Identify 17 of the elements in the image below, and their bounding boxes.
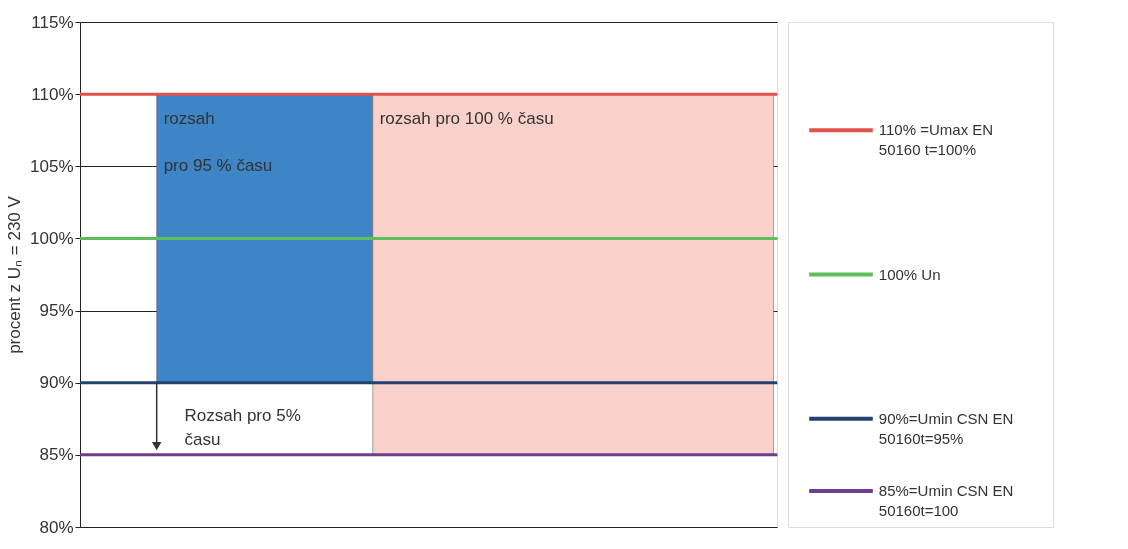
annotation: rozsah xyxy=(163,109,215,128)
y-tick-label: 110% xyxy=(31,84,74,104)
y-tick-label: 80% xyxy=(39,517,74,537)
legend-label: 90%=Umin CSN EN 50160t=95% xyxy=(878,409,1014,447)
legend-label: 85%=Umin CSN EN 50160t=100 xyxy=(878,481,1014,519)
legend-label: 110% =Umax EN 50160 t=100% xyxy=(878,121,994,159)
y-tick-label: 85% xyxy=(39,445,74,465)
annotation: rozsah pro 100 % času xyxy=(379,109,554,128)
y-tick-label: 95% xyxy=(39,301,74,321)
legend-label: 100% Un xyxy=(878,265,941,283)
y-tick-label: 105% xyxy=(30,156,74,176)
annotation: Rozsah pro 5% času xyxy=(184,406,301,449)
y-tick-label: 90% xyxy=(39,373,74,393)
y-tick-label: 115% xyxy=(31,12,74,32)
y-axis-title: procent z Uₙ = 230 V xyxy=(5,195,25,354)
annotation: pro 95 % času xyxy=(163,156,273,175)
y-tick-label: 100% xyxy=(30,228,74,248)
